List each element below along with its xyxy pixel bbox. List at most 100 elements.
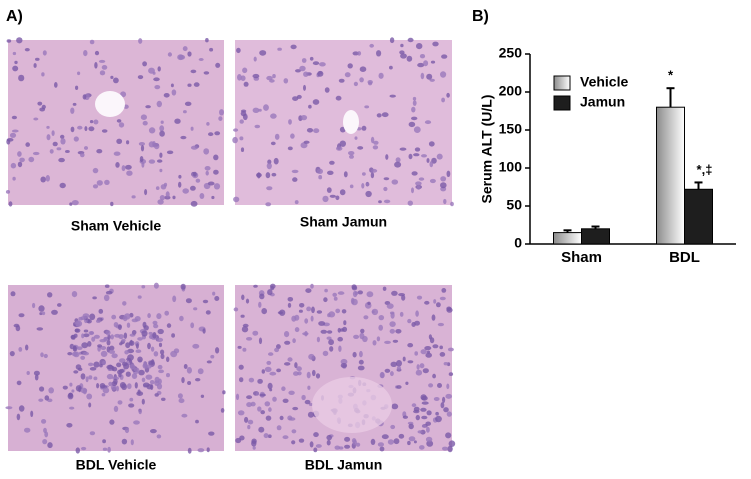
nucleus — [390, 361, 398, 367]
nucleus — [426, 410, 432, 416]
nucleus — [391, 403, 399, 410]
nucleus — [193, 307, 198, 311]
nucleus — [30, 410, 34, 417]
nucleus — [248, 377, 255, 383]
nucleus — [70, 126, 75, 133]
nucleus — [389, 94, 396, 98]
nucleus — [89, 39, 95, 45]
nucleus — [241, 294, 245, 301]
nucleus — [92, 167, 99, 174]
nucleus — [161, 397, 166, 401]
bar — [656, 106, 685, 245]
nucleus — [24, 48, 30, 52]
nucleus — [110, 75, 114, 79]
nucleus — [247, 419, 254, 425]
nucleus — [131, 330, 137, 335]
nucleus — [181, 413, 188, 418]
nucleus — [315, 373, 321, 379]
nucleus — [416, 185, 421, 190]
nucleus — [111, 314, 117, 320]
nucleus — [267, 289, 273, 296]
nucleus — [378, 200, 382, 204]
nucleus — [240, 314, 245, 318]
nucleus — [12, 51, 17, 56]
nucleus — [359, 66, 367, 72]
nucleus — [51, 309, 58, 315]
nucleus — [207, 181, 215, 186]
nucleus — [92, 184, 99, 189]
nucleus — [277, 47, 282, 51]
nucleus — [366, 291, 374, 298]
nucleus — [333, 296, 338, 301]
nucleus — [310, 283, 314, 289]
nucleus — [117, 400, 123, 405]
nucleus — [121, 338, 126, 342]
nucleus — [96, 319, 101, 323]
nucleus — [182, 46, 188, 52]
nucleus — [222, 390, 226, 395]
nucleus — [78, 386, 82, 393]
nucleus — [113, 77, 119, 84]
nucleus — [307, 385, 311, 390]
nucleus — [265, 172, 271, 179]
nucleus — [11, 115, 17, 120]
nucleus — [383, 186, 388, 192]
nucleus — [308, 353, 315, 360]
nucleus — [107, 334, 111, 341]
nucleus — [83, 351, 89, 356]
nucleus — [40, 176, 46, 183]
nucleus — [127, 383, 132, 390]
nucleus — [413, 409, 420, 414]
nucleus — [252, 330, 259, 336]
nucleus — [12, 65, 19, 72]
nucleus — [6, 138, 14, 142]
nucleus — [16, 380, 22, 386]
nucleus — [304, 318, 309, 324]
nucleus — [348, 151, 355, 156]
nucleus — [83, 333, 90, 338]
nucleus — [144, 189, 148, 196]
nucleus — [326, 187, 332, 193]
nucleus — [157, 66, 161, 72]
nucleus — [287, 297, 294, 302]
nucleus — [309, 56, 314, 61]
nucleus — [237, 345, 242, 349]
nucleus — [316, 310, 323, 314]
nucleus — [94, 50, 100, 56]
nucleus — [45, 175, 50, 182]
significance-label: *,‡ — [697, 162, 713, 177]
nucleus — [52, 141, 58, 147]
nucleus — [383, 177, 390, 181]
nucleus — [179, 315, 184, 322]
nucleus — [206, 360, 212, 364]
nucleus — [141, 161, 145, 168]
nucleus — [440, 182, 447, 189]
nucleus — [86, 319, 92, 324]
nucleus — [308, 104, 312, 109]
nucleus — [349, 184, 354, 189]
nucleus — [111, 353, 118, 359]
nucleus — [407, 37, 414, 43]
nucleus — [138, 142, 145, 146]
nucleus — [413, 440, 417, 444]
nucleus — [182, 188, 189, 194]
nucleus — [148, 159, 156, 164]
nucleus — [264, 401, 271, 407]
nucleus — [416, 295, 423, 300]
nucleus — [241, 326, 249, 333]
nucleus — [124, 313, 131, 320]
nucleus — [377, 442, 384, 447]
nucleus — [252, 107, 260, 114]
nucleus — [389, 328, 395, 334]
nucleus — [311, 306, 315, 314]
nucleus — [263, 433, 269, 439]
nucleus — [324, 288, 328, 293]
nucleus — [270, 113, 277, 119]
nucleus — [202, 299, 209, 304]
nucleus — [106, 364, 114, 370]
nucleus — [139, 156, 144, 163]
nucleus — [294, 314, 300, 321]
pale-area — [312, 377, 392, 433]
histology-image — [233, 283, 456, 453]
nucleus — [376, 113, 382, 118]
